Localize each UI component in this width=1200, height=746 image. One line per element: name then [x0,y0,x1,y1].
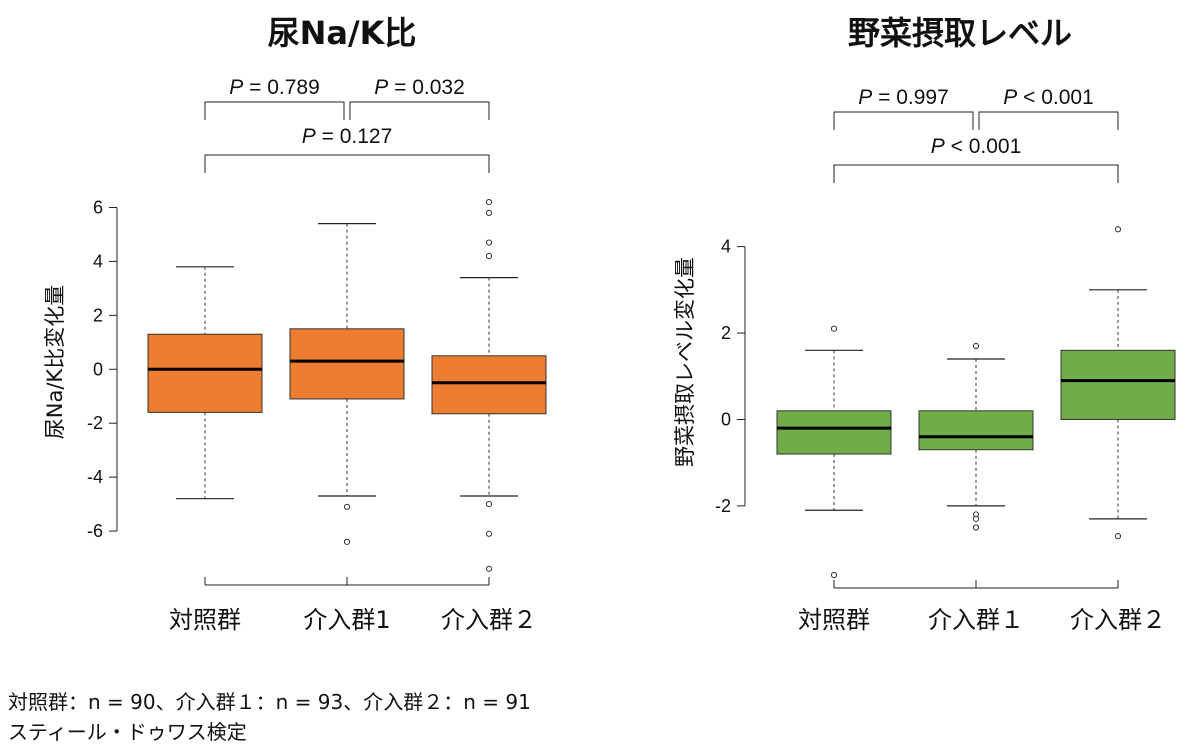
y-tick-label: 0 [93,359,103,379]
y-tick-label: 2 [93,305,103,325]
y-tick-label: -2 [715,496,731,516]
iqr-box [918,410,1034,451]
outlier-point [972,524,980,531]
significance-bracket: P < 0.001 [833,135,1119,183]
y-axis-label: 尿Na/K比変化量 [43,285,67,439]
chart-title: 野菜摂取レベル [848,14,1072,52]
p-value-label: P < 0.001 [931,135,1022,158]
bracket-line [978,111,1119,130]
x-category-label: 対照群 [798,606,870,634]
x-category-label: 介入群１ [928,606,1024,634]
y-tick-label: 4 [721,237,731,257]
p-value-label: P = 0.032 [374,76,465,99]
iqr-box [1060,349,1176,420]
y-tick-label: -2 [87,413,103,433]
p-value-label: P = 0.997 [858,86,949,109]
y-tick-label: -4 [87,467,103,487]
box-1 [147,266,263,500]
footnote-sample-sizes: 対照群：n = 90、介入群１：n = 93、介入群２：n = 91 [8,690,531,714]
significance-bracket: P = 0.997 [833,86,974,130]
bracket-line [833,164,1119,183]
y-tick-label: 4 [93,251,103,271]
significance-bracket: P = 0.127 [204,125,490,173]
box-2 [918,342,1034,531]
bracket-line [204,154,490,173]
box-3 [431,198,547,572]
outlier-point [1114,533,1122,540]
outlier-point [830,325,838,332]
y-axis-label: 野菜摂取レベル変化量 [673,257,697,467]
iqr-box [776,410,892,455]
significance-bracket: P < 0.001 [978,86,1119,130]
outlier-point [485,252,493,260]
box-1 [776,325,892,579]
significance-bracket: P = 0.032 [349,76,490,120]
y-tick-label: 2 [721,323,731,343]
outlier-point [1114,226,1122,233]
iqr-box [289,328,405,400]
outlier-point [972,515,980,522]
outlier-point [485,501,493,508]
chart-title: 尿Na/K比 [268,14,417,52]
bracket-line [833,111,974,130]
outlier-point [485,530,493,537]
iqr-box [431,355,547,415]
outlier-point [343,538,351,545]
outlier-point [485,198,493,206]
significance-bracket: P = 0.789 [204,76,345,120]
box-3 [1060,226,1176,540]
y-tick-label: 0 [721,409,731,429]
p-value-label: P = 0.789 [229,76,320,99]
outlier-point [485,209,493,216]
outlier-point [343,503,351,510]
outlier-point [972,342,980,350]
box-2 [289,223,405,545]
footnote-test-method: スティール・ドゥワス検定 [8,720,247,744]
iqr-box [147,333,263,413]
x-category-label: 介入群２ [441,606,537,634]
bracket-line [349,101,490,120]
outlier-point [830,571,838,579]
y-tick-label: 6 [93,197,103,217]
outlier-point [485,239,493,246]
x-category-label: 対照群 [169,606,241,634]
y-tick-label: -6 [87,521,103,541]
p-value-label: P < 0.001 [1003,86,1094,109]
p-value-label: P = 0.127 [302,125,393,148]
x-category-label: 介入群1 [303,606,390,634]
bracket-line [204,101,345,120]
outlier-point [485,565,493,572]
x-category-label: 介入群２ [1070,606,1166,634]
